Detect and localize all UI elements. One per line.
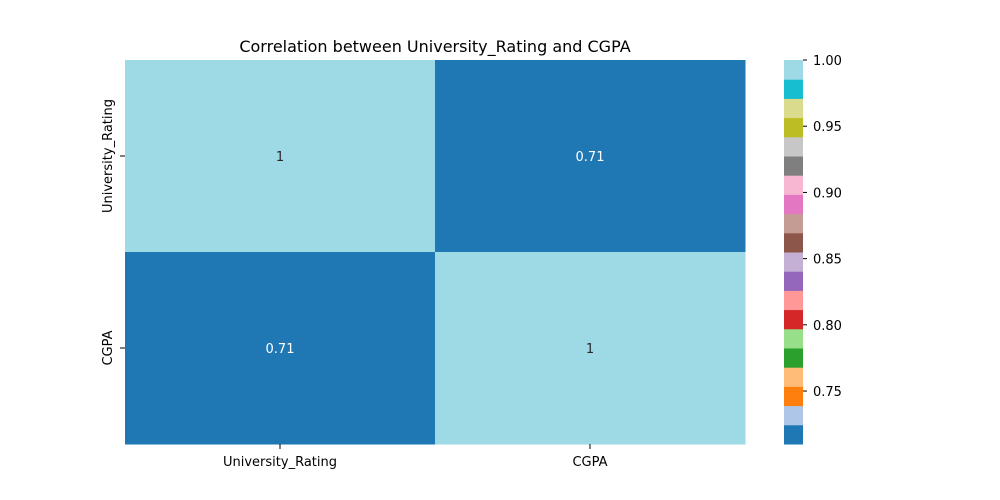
- x-tick-label: CGPA: [572, 455, 607, 470]
- y-tick-label: CGPA: [101, 330, 116, 365]
- colorbar-segment: [784, 348, 803, 368]
- colorbar-segment: [784, 309, 803, 330]
- colorbar-segment: [784, 271, 803, 291]
- colorbar-segment: [784, 156, 803, 176]
- colorbar-segment: [784, 252, 803, 272]
- colorbar-tick-label: 0.90: [813, 186, 842, 201]
- y-axis: University_Rating CGPA: [101, 99, 125, 366]
- cell-annotation: 0.71: [576, 150, 605, 165]
- colorbar-tick-label: 0.85: [813, 253, 842, 268]
- heatmap-cell: [125, 60, 436, 253]
- y-tick-label: University_Rating: [101, 99, 116, 213]
- heatmap-cell: [435, 252, 746, 445]
- colorbar-segment: [784, 328, 803, 349]
- colorbar-segment: [784, 194, 803, 215]
- colorbar-segment: [784, 424, 803, 445]
- x-axis: University_Rating CGPA: [223, 444, 608, 470]
- cell-annotation: 1: [276, 150, 284, 165]
- cell-annotation: 1: [586, 342, 594, 357]
- colorbar-segment: [784, 213, 803, 234]
- colorbar-segment: [784, 175, 803, 195]
- colorbar-segment: [784, 405, 803, 426]
- colorbar-segment: [784, 386, 803, 407]
- colorbar-tick-label: 1.00: [813, 54, 842, 69]
- colorbar-segment: [784, 290, 803, 311]
- colorbar-segment: [784, 98, 803, 119]
- colorbar-segment: [784, 79, 803, 99]
- colorbar: 0.75 0.80 0.85 0.90 0.95 1.00: [784, 54, 842, 445]
- colorbar-tick-label: 0.95: [813, 120, 842, 135]
- colorbar-tick-label: 0.75: [813, 385, 842, 400]
- colorbar-segment: [784, 60, 803, 80]
- colorbar-segment: [784, 232, 803, 253]
- x-tick-label: University_Rating: [223, 455, 337, 470]
- heatmap-cells: 1 0.71 0.71 1: [125, 60, 746, 445]
- colorbar-segment: [784, 136, 803, 157]
- heatmap-cell: [125, 252, 436, 445]
- colorbar-tick-label: 0.80: [813, 319, 842, 334]
- chart-title: Correlation between University_Rating an…: [239, 37, 630, 57]
- cell-annotation: 0.71: [266, 342, 295, 357]
- colorbar-segment: [784, 117, 803, 138]
- heatmap-cell: [435, 60, 746, 253]
- colorbar-segment: [784, 367, 803, 387]
